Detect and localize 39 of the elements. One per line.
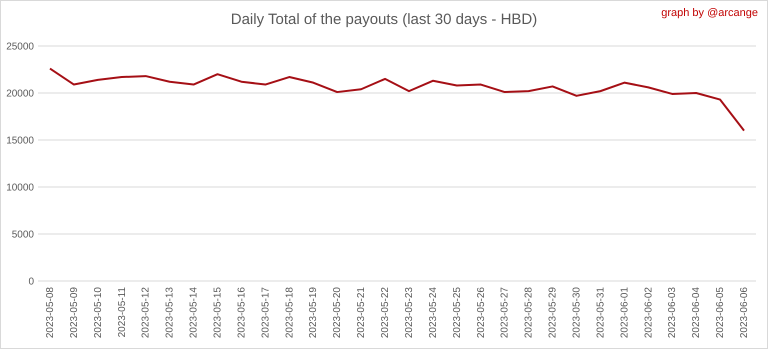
y-tick-label: 10000: [6, 182, 34, 194]
y-tick-label: 5000: [12, 230, 34, 240]
y-tick-label: 25000: [6, 42, 34, 52]
x-tick-label: 2023-06-04: [691, 286, 702, 338]
x-tick-label: 2023-06-05: [715, 286, 726, 338]
x-tick-label: 2023-06-01: [619, 286, 630, 338]
x-tick-label: 2023-05-16: [236, 286, 248, 338]
x-tick-label: 2023-05-08: [44, 286, 56, 338]
x-tick-label: 2023-05-26: [476, 286, 487, 338]
x-tick-label: 2023-05-17: [260, 286, 272, 338]
x-tick-label: 2023-06-02: [643, 286, 654, 338]
x-tick-label: 2023-05-31: [595, 286, 606, 338]
text: graph by @arcange: [661, 7, 758, 19]
x-tick-label: 2023-05-29: [548, 286, 559, 338]
x-tick-label: 2023-05-30: [572, 286, 582, 338]
y-tick-label: 20000: [6, 88, 34, 100]
x-tick-label: 2023-06-03: [667, 286, 678, 338]
x-tick-label: 2023-05-23: [404, 286, 415, 338]
x-tick-label: 2023-05-27: [500, 286, 511, 338]
chart-title: Daily Total of the payouts (last 30 days - HBD): [230, 11, 538, 28]
x-tick-label: 2023-05-25: [452, 286, 463, 338]
x-tick-label: 2023-05-11: [116, 286, 128, 338]
line-series: [48, 68, 746, 132]
x-tick-label: 2023-05-21: [356, 286, 368, 338]
x-tick-label: 2023-05-15: [212, 286, 224, 338]
x-tick-label: 2023-05-14: [188, 286, 200, 338]
x-tick-label: 2023-05-09: [68, 286, 80, 338]
x-tick-label: 2023-05-20: [332, 286, 344, 338]
y-tick-label: 0: [28, 276, 34, 288]
x-tick-label: 2023-05-19: [308, 286, 320, 338]
x-tick-label: 2023-05-28: [524, 286, 535, 338]
x-tick-label: 2023-05-22: [380, 286, 392, 338]
x-tick-label: 2023-05-13: [164, 286, 176, 338]
x-tick-label: 2023-06-06: [739, 286, 750, 338]
x-tick-label: 2023-05-24: [428, 286, 439, 338]
y-tick-label: 15000: [6, 136, 34, 146]
x-tick-label: 2023-05-18: [284, 286, 296, 338]
x-tick-label: 2023-05-12: [140, 286, 152, 338]
x-tick-label: 2023-05-10: [92, 286, 104, 338]
